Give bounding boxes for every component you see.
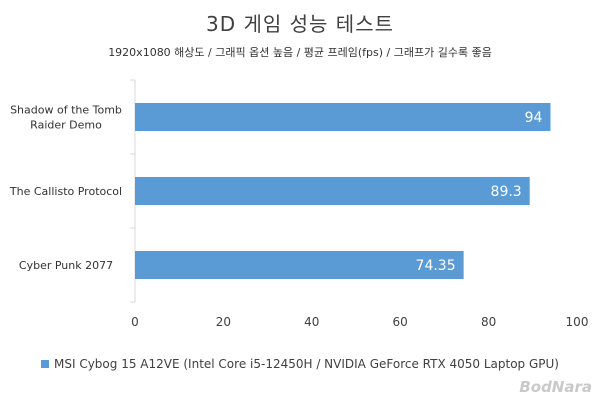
bar [135, 177, 530, 205]
bar-value-label: 94 [525, 110, 543, 126]
legend-label: MSI Cybog 15 A12VE (Intel Core i5-12450H… [54, 357, 559, 371]
bar-value-label: 89.3 [491, 184, 522, 200]
category-label: Cyber Punk 2077 [19, 259, 113, 272]
legend: MSI Cybog 15 A12VE (Intel Core i5-12450H… [0, 357, 600, 371]
watermark-logo: BodNara [519, 378, 592, 396]
category-label-line: Shadow of the Tomb [10, 104, 122, 117]
category-label-line: Cyber Punk 2077 [19, 259, 113, 272]
legend-swatch [41, 360, 49, 368]
x-tick-label: 0 [131, 315, 139, 329]
category-label-line: The Callisto Protocol [9, 185, 122, 198]
x-tick-label: 80 [481, 315, 496, 329]
category-label: Shadow of the Tomb Raider Demo [10, 104, 122, 132]
bar [135, 103, 550, 131]
category-label-line: Raider Demo [30, 119, 102, 132]
x-tick-label: 60 [393, 315, 408, 329]
x-tick-label: 100 [566, 315, 589, 329]
bar-value-label: 74.35 [416, 258, 456, 274]
bar [135, 251, 464, 279]
bar-chart-plot: 0 20 40 60 80 100 94 Shadow of the Tomb Raider D… [0, 0, 600, 400]
x-tick-label: 40 [304, 315, 319, 329]
category-label: The Callisto Protocol [9, 185, 122, 198]
x-tick-label: 20 [216, 315, 231, 329]
